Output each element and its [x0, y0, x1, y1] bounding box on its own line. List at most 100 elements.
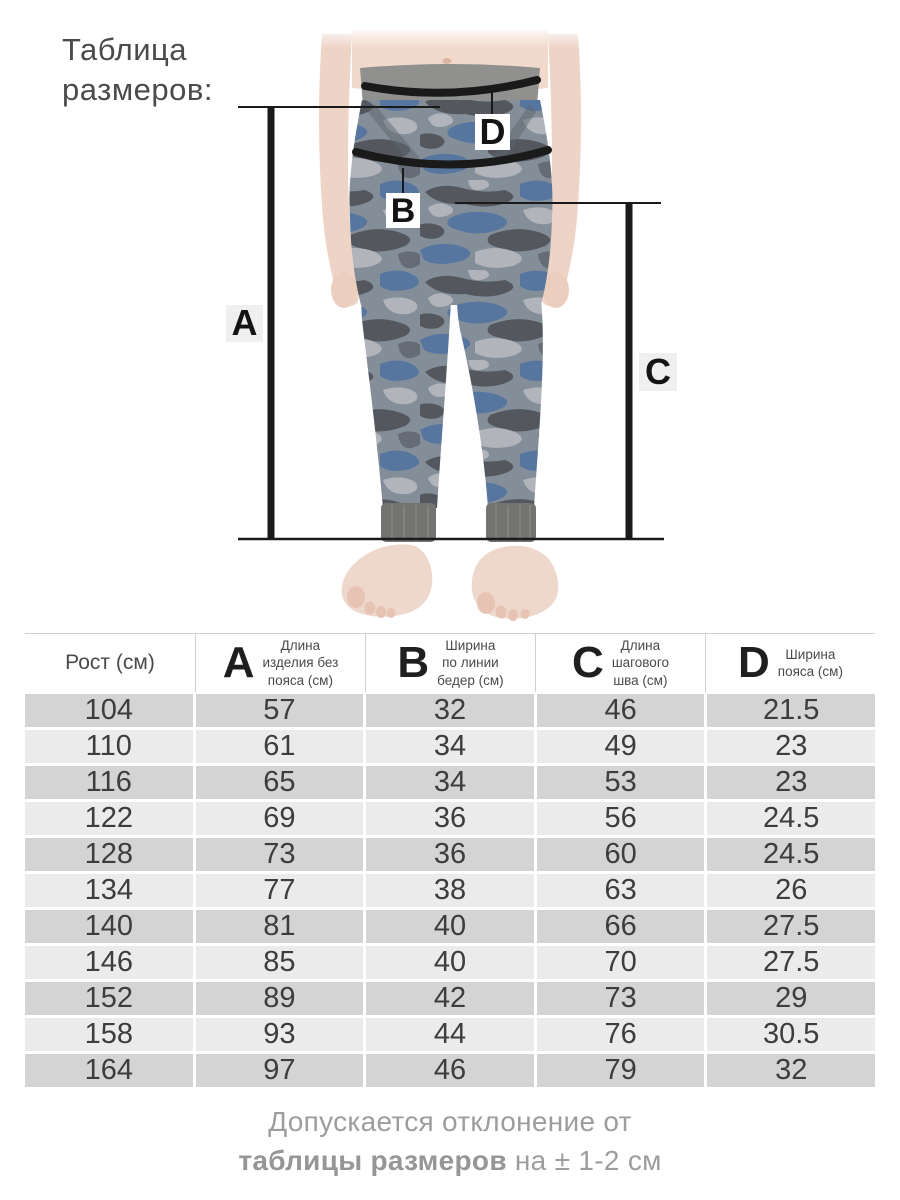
- table-cell: 53: [536, 766, 705, 799]
- table-cell: 76: [536, 1018, 705, 1051]
- table-cell: 30.5: [707, 1018, 875, 1051]
- table-row: 128 73 36 60 24.5: [25, 838, 875, 871]
- left-toe: [386, 608, 396, 618]
- left-toe: [376, 606, 386, 618]
- table-cell: 152: [25, 982, 193, 1015]
- right-big-toe: [477, 592, 495, 614]
- table-cell: 49: [536, 730, 705, 763]
- table-cell: 77: [195, 874, 364, 907]
- size-table-header: Рост (см) A Длина изделия без пояса (см)…: [25, 633, 875, 692]
- table-cell: 79: [536, 1054, 705, 1087]
- table-cell: 116: [25, 766, 193, 799]
- tolerance-note-line2: таблицы размеров на ± 1-2 см: [0, 1141, 900, 1180]
- table-cell: 73: [195, 838, 364, 871]
- tolerance-note-rest: на ± 1-2 см: [506, 1145, 662, 1176]
- table-cell: 26: [707, 874, 875, 907]
- table-cell: 36: [366, 802, 534, 835]
- table-cell: 34: [366, 766, 534, 799]
- table-cell: 46: [366, 1054, 534, 1087]
- left-pocket: [368, 104, 420, 164]
- tolerance-note-bold: таблицы размеров: [238, 1145, 507, 1176]
- marker-d-box: [475, 114, 510, 150]
- table-cell: 89: [195, 982, 364, 1015]
- waistband: [360, 64, 540, 111]
- b-hip-curve: [352, 146, 552, 169]
- table-cell: 60: [536, 838, 705, 871]
- table-cell: 29: [707, 982, 875, 1015]
- left-cuff: [381, 503, 436, 542]
- page-title: Таблица размеров:: [62, 32, 213, 108]
- table-row: 116 65 34 53 23: [25, 766, 875, 799]
- size-table: Рост (см) A Длина изделия без пояса (см)…: [25, 633, 875, 1087]
- table-cell: 23: [707, 730, 875, 763]
- table-cell: 34: [366, 730, 534, 763]
- table-cell: 57: [195, 694, 364, 727]
- table-cell: 40: [366, 946, 534, 979]
- pants-measurement-figure: A B C D: [226, 26, 677, 621]
- right-cuff: [486, 503, 536, 542]
- table-cell: 21.5: [707, 694, 875, 727]
- table-cell: 110: [25, 730, 193, 763]
- table-cell: 158: [25, 1018, 193, 1051]
- right-cuff-ribs: [495, 505, 531, 540]
- left-big-toe: [347, 586, 365, 608]
- table-cell: 65: [195, 766, 364, 799]
- child-photo: [300, 26, 600, 621]
- column-letter-a: A: [222, 638, 255, 687]
- table-cell: 32: [707, 1054, 875, 1087]
- column-header-d: D Ширина пояса (см): [705, 634, 875, 692]
- column-label-c: Длина шагового шва (см): [611, 638, 669, 688]
- column-header-b: B Ширина по линии бедер (см): [365, 634, 535, 692]
- column-label-b: Ширина по линии бедер (см): [437, 638, 504, 688]
- table-row: 134 77 38 63 26: [25, 874, 875, 907]
- table-row: 110 61 34 49 23: [25, 730, 875, 763]
- table-cell: 97: [195, 1054, 364, 1087]
- table-cell: 146: [25, 946, 193, 979]
- table-cell: 42: [366, 982, 534, 1015]
- navel: [442, 58, 452, 64]
- left-arm: [319, 34, 359, 306]
- table-row: 104 57 32 46 21.5: [25, 694, 875, 727]
- table-cell: 81: [195, 910, 364, 943]
- table-cell: 69: [195, 802, 364, 835]
- table-cell: 164: [25, 1054, 193, 1087]
- table-cell: 93: [195, 1018, 364, 1051]
- column-header-c: C Длина шагового шва (см): [535, 634, 705, 692]
- table-cell: 24.5: [707, 802, 875, 835]
- table-cell: 73: [536, 982, 705, 1015]
- column-letter-c: C: [572, 638, 604, 687]
- right-leg: [457, 300, 543, 508]
- table-row: 140 81 40 66 27.5: [25, 910, 875, 943]
- table-cell: 66: [536, 910, 705, 943]
- marker-b-box: [386, 193, 420, 228]
- table-cell: 36: [366, 838, 534, 871]
- table-row: 152 89 42 73 29: [25, 982, 875, 1015]
- column-header-height-label: Рост (см): [65, 651, 155, 674]
- right-toe: [520, 609, 530, 619]
- marker-c-box: [639, 353, 677, 391]
- measurement-markers: A B C D: [226, 111, 677, 392]
- table-cell: 140: [25, 910, 193, 943]
- column-letter-d: D: [738, 638, 770, 687]
- table-cell: 32: [366, 694, 534, 727]
- photo-top-fade: [300, 26, 600, 48]
- tolerance-note: Допускается отклонение от таблицы размер…: [0, 1102, 900, 1180]
- table-cell: 38: [366, 874, 534, 907]
- left-toe: [364, 601, 376, 615]
- marker-d: D: [480, 111, 506, 152]
- column-letter-b: B: [397, 638, 430, 687]
- table-cell: 63: [536, 874, 705, 907]
- table-cell: 44: [366, 1018, 534, 1051]
- size-table-body: 104 57 32 46 21.5 110 61 34 49 23 116 65 34 53 23 122 69…: [25, 694, 875, 1087]
- pants-hips: [349, 100, 553, 305]
- right-hand: [543, 272, 569, 308]
- left-cuff-ribs: [391, 505, 429, 540]
- table-cell: 40: [366, 910, 534, 943]
- marker-a-box: [226, 305, 263, 342]
- column-label-d: Ширина пояса (см): [777, 646, 843, 679]
- table-cell: 85: [195, 946, 364, 979]
- table-row: 158 93 44 76 30.5: [25, 1018, 875, 1051]
- right-toe: [508, 609, 518, 621]
- table-cell: 56: [536, 802, 705, 835]
